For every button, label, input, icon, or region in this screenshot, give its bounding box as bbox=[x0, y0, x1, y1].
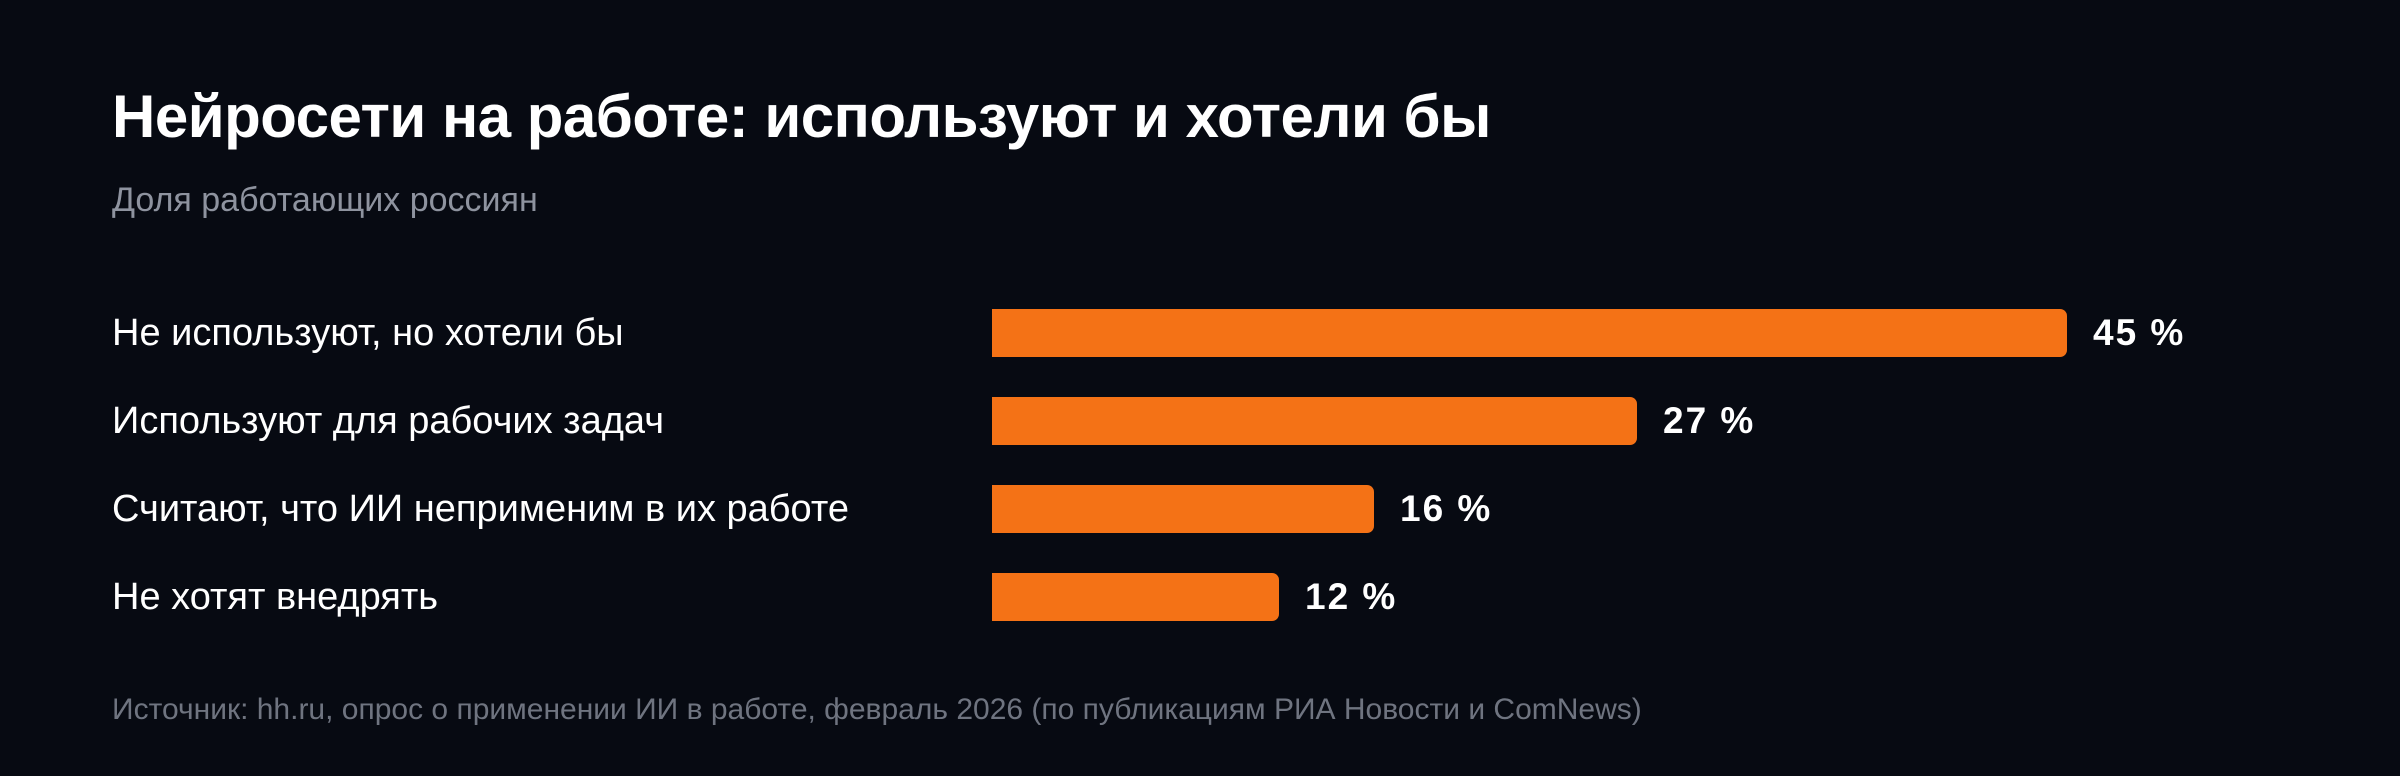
category-label: Не хотят внедрять bbox=[112, 576, 439, 618]
source-note: Источник: hh.ru, опрос о применении ИИ в… bbox=[112, 693, 1642, 726]
chart-subtitle: Доля работающих россиян bbox=[112, 181, 538, 219]
bar bbox=[992, 573, 1279, 621]
bar-row: Используют для рабочих задач 27 % bbox=[0, 396, 2400, 446]
value-label: 16 % bbox=[1400, 488, 1493, 529]
bar-row: Считают, что ИИ неприменим в их работе 16… bbox=[0, 484, 2400, 534]
bar bbox=[992, 309, 2067, 357]
category-label: Считают, что ИИ неприменим в их работе bbox=[112, 488, 849, 530]
bar bbox=[992, 397, 1637, 445]
bar-row: Не используют, но хотели бы 45 % bbox=[0, 308, 2400, 358]
value-label: 45 % bbox=[2093, 312, 2186, 353]
category-label: Используют для рабочих задач bbox=[112, 400, 665, 442]
chart-title: Нейросети на работе: используют и хотели… bbox=[112, 83, 1491, 150]
bar bbox=[992, 485, 1374, 533]
value-label: 12 % bbox=[1305, 576, 1398, 617]
bar-row: Не хотят внедрять 12 % bbox=[0, 572, 2400, 622]
category-label: Не используют, но хотели бы bbox=[112, 312, 624, 354]
value-label: 27 % bbox=[1663, 400, 1756, 441]
